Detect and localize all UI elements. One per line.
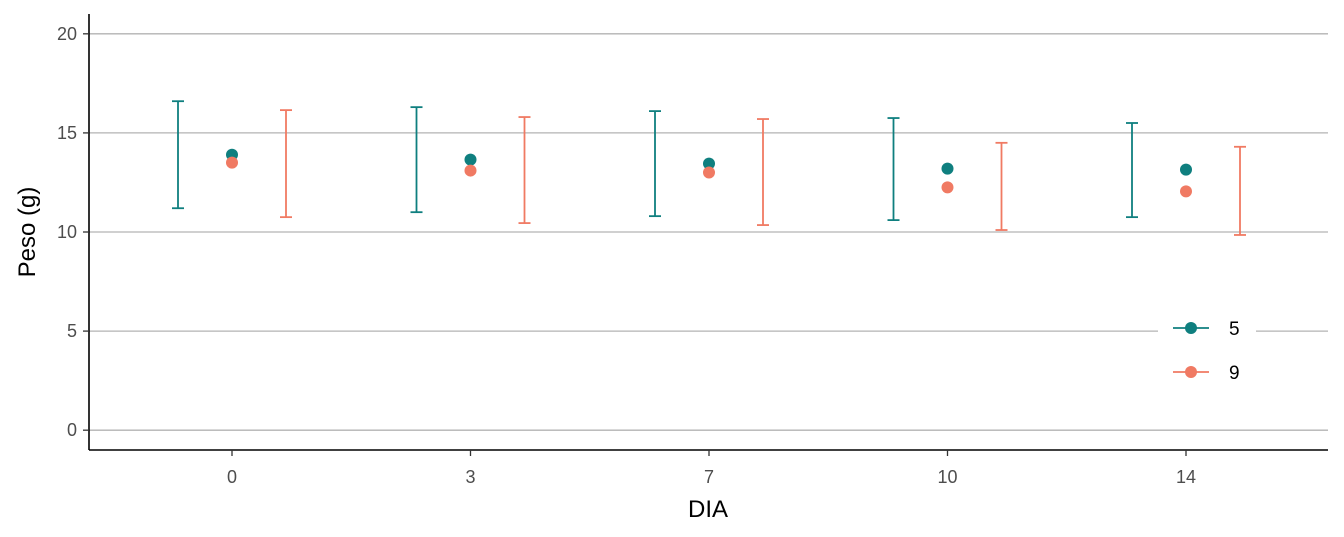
data-point — [226, 156, 238, 169]
data-point — [1180, 185, 1192, 198]
data-point — [1180, 163, 1192, 176]
grid-lines — [89, 33, 1328, 431]
legend: 59 — [1158, 312, 1256, 392]
x-tick-label: 7 — [704, 467, 714, 487]
data-point — [464, 164, 477, 177]
data-point — [703, 166, 715, 179]
x-tick-label: 10 — [937, 467, 957, 487]
legend-label: 5 — [1229, 319, 1240, 340]
data-point — [464, 153, 477, 166]
series-5 — [172, 100, 1192, 222]
x-tick-label: 14 — [1176, 467, 1196, 487]
x-tick-label: 3 — [465, 467, 475, 487]
y-tick-label: 0 — [67, 420, 77, 440]
y-tick-label: 20 — [57, 24, 77, 44]
legend-key-point — [1185, 366, 1197, 378]
x-tick-label: 0 — [227, 467, 237, 487]
y-axis-ticks: 0 5 10 15 20 — [57, 24, 89, 440]
y-tick-label: 5 — [67, 321, 77, 341]
legend-item-9: 9 — [1173, 363, 1240, 384]
y-tick-label: 10 — [57, 222, 77, 242]
data-point — [941, 181, 954, 194]
legend-label: 9 — [1229, 363, 1240, 384]
legend-item-5: 5 — [1173, 319, 1240, 340]
x-axis-title: DIA — [688, 496, 728, 523]
series-9 — [226, 109, 1246, 236]
data-point — [941, 162, 954, 175]
data-point — [703, 157, 715, 170]
y-tick-label: 15 — [57, 123, 77, 143]
x-axis-ticks: 0 3 7 10 14 — [227, 450, 1196, 487]
y-axis-title: Peso (g) — [14, 187, 41, 278]
series-marks — [172, 100, 1246, 236]
legend-key-point — [1185, 322, 1197, 334]
legend-background — [1158, 312, 1256, 392]
